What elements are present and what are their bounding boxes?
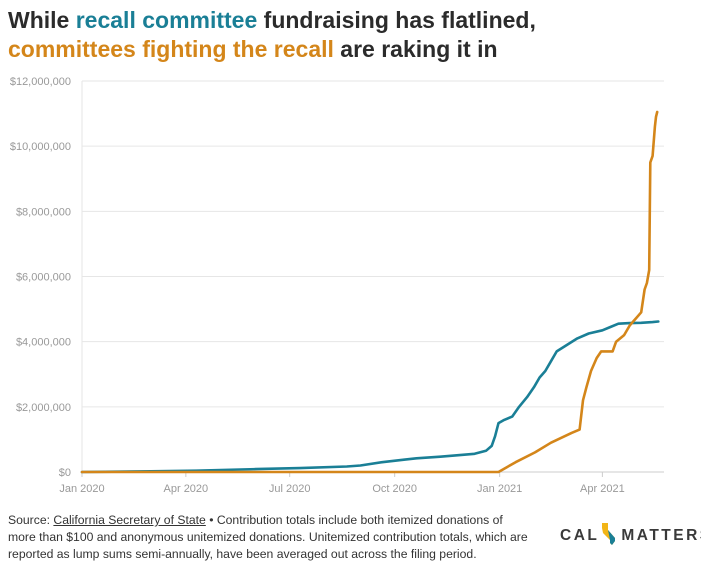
logo-text-right: MATTERS: [621, 527, 701, 544]
y-tick-label: $6,000,000: [16, 272, 71, 284]
source-label: Source:: [8, 513, 54, 527]
x-tick-label: Jan 2021: [477, 483, 522, 495]
y-tick-label: $4,000,000: [16, 337, 71, 349]
footer-note: • Contribution totals include both itemi…: [8, 513, 528, 561]
series-line-recall: [80, 320, 660, 474]
y-tick-label: $10,000,000: [10, 141, 71, 153]
logo-text-left: CAL: [560, 527, 600, 544]
calmatters-logo[interactable]: CAL MATTERS: [560, 522, 701, 551]
line-chart: $0 $2,000,000 $4,000,000 $6,000,000 $8,000,0…: [10, 76, 664, 495]
x-tick-label: Apr 2020: [164, 483, 209, 495]
y-tick-label: $8,000,000: [16, 206, 71, 218]
x-tick-label: Apr 2021: [580, 483, 625, 495]
california-state-icon: [601, 522, 617, 551]
chart-series: [80, 110, 660, 474]
chart-footer: Source: California Secretary of State • …: [8, 512, 528, 563]
x-axis-ticks: Jan 2020 Apr 2020 Jul 2020 Oct 2020 Jan 2021…: [59, 472, 625, 495]
source-link[interactable]: California Secretary of State: [53, 513, 206, 527]
chart-grid: [81, 80, 664, 473]
y-tick-label: $2,000,000: [16, 402, 71, 414]
series-line-anti-recall: [80, 110, 659, 474]
chart-title: While recall committee fundraising has f…: [8, 6, 668, 64]
title-highlight-recall: recall committee: [75, 7, 258, 33]
title-part-2: fundraising has flatlined,: [257, 7, 536, 33]
x-tick-label: Jan 2020: [59, 483, 104, 495]
y-tick-label: $0: [59, 467, 71, 479]
title-highlight-anti-recall: committees fighting the recall: [8, 36, 334, 62]
x-tick-label: Jul 2020: [269, 483, 311, 495]
y-axis-ticks: $0 $2,000,000 $4,000,000 $6,000,000 $8,000,0…: [10, 76, 71, 479]
title-part-1: While: [8, 7, 76, 33]
x-tick-label: Oct 2020: [372, 483, 417, 495]
title-part-3: are raking it in: [333, 36, 498, 62]
y-tick-label: $12,000,000: [10, 76, 71, 88]
